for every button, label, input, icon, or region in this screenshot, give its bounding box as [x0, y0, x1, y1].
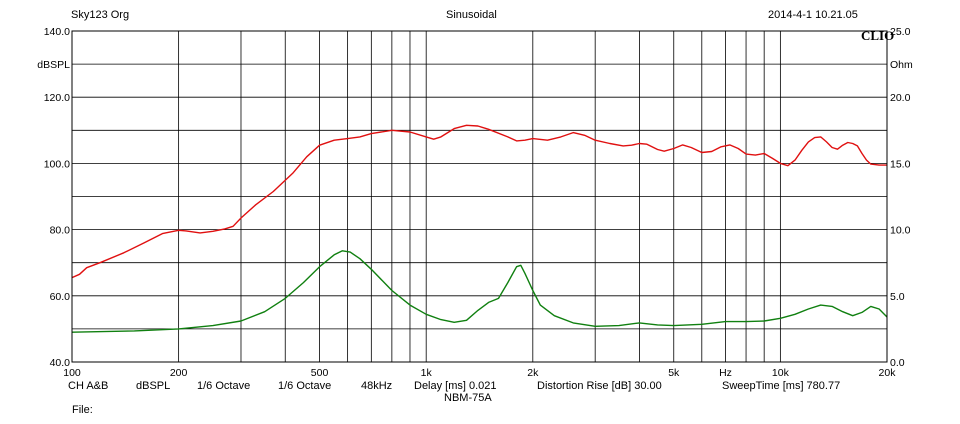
x-tick-label: 200	[170, 367, 188, 379]
tick-labels: 100 200 500 1k 2k 5k 10k 20k Hz 40.0 60.0 80.0 100.0…	[37, 26, 913, 379]
footer-delay: Delay [ms] 0.021	[414, 380, 497, 392]
series-layer	[71, 124, 888, 333]
header-left: Sky123 Org	[71, 9, 130, 21]
grid	[71, 30, 888, 363]
plot-frame	[71, 30, 888, 363]
y-left-tick-label: 140.0	[44, 26, 70, 38]
footer-file: File:	[72, 404, 93, 416]
footer-channel: CH A&B	[68, 380, 109, 392]
footer-distortion: Distortion Rise [dB] 30.00	[537, 380, 662, 392]
y-right-tick-label: 20.0	[890, 92, 911, 104]
x-tick-label: 10k	[772, 367, 790, 379]
y-left-tick-label: 80.0	[50, 225, 71, 237]
y-right-tick-label: 0.0	[890, 357, 905, 369]
y-right-tick-label: 25.0	[890, 26, 911, 38]
footer-rate: 48kHz	[361, 380, 393, 392]
x-tick-label: 100	[63, 367, 81, 379]
header-center: Sinusoidal	[446, 9, 497, 21]
y-left-tick-label: 60.0	[50, 291, 71, 303]
x-tick-label: 1k	[421, 367, 433, 379]
footer-model: NBM-75A	[444, 392, 492, 404]
footer-sweep: SweepTime [ms] 780.77	[722, 380, 841, 392]
header-right: 2014-4-1 10.21.05	[768, 9, 858, 21]
y-right-tick-label: 15.0	[890, 158, 911, 170]
x-unit-label: Hz	[719, 367, 732, 379]
impedance-curve	[71, 250, 888, 333]
y-right-axis-label: Ohm	[890, 59, 913, 71]
spl-curve	[71, 124, 887, 279]
footer-smoothing: 1/6 Octave	[197, 380, 251, 392]
footer-smoothing-2: 1/6 Octave	[278, 380, 332, 392]
x-tick-label: 2k	[527, 367, 539, 379]
x-tick-label: 20k	[879, 367, 897, 379]
y-left-tick-label: 100.0	[44, 158, 70, 170]
y-right-tick-label: 5.0	[890, 291, 905, 303]
brand-logo: CLIO	[861, 28, 895, 43]
y-left-axis-label: dBSPL	[37, 59, 70, 71]
y-left-tick-label: 120.0	[44, 92, 70, 104]
y-right-tick-label: 10.0	[890, 225, 911, 237]
footer-units: dBSPL	[136, 380, 171, 392]
y-left-tick-label: 40.0	[50, 357, 71, 369]
x-tick-label: 5k	[668, 367, 680, 379]
x-tick-label: 500	[311, 367, 329, 379]
